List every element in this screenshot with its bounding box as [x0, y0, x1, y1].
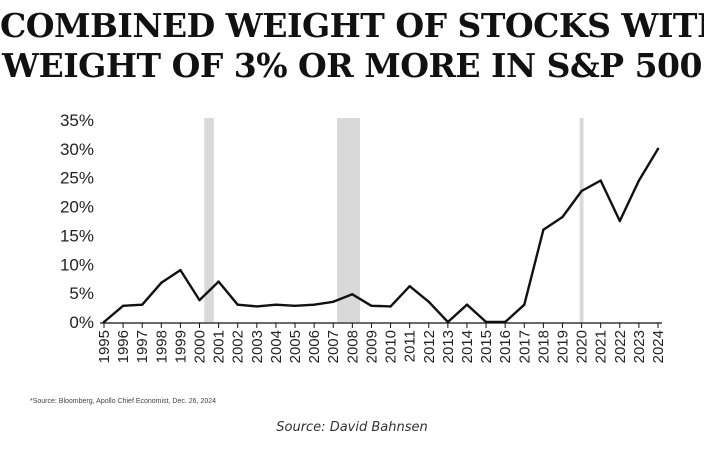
shaded-band-1 — [337, 118, 360, 322]
data-point-2009 — [370, 304, 373, 308]
y-tick-label-7: 35% — [60, 111, 94, 130]
data-point-2012 — [427, 300, 430, 303]
data-point-2003 — [255, 305, 259, 308]
series-line — [102, 147, 660, 324]
recession-shading — [204, 118, 584, 322]
data-point-2019 — [561, 215, 564, 219]
y-tick-label-1: 5% — [69, 284, 94, 303]
shaded-band-0 — [204, 118, 214, 322]
data-point-2024 — [656, 147, 660, 151]
data-point-2022 — [618, 219, 621, 223]
x-tick-label-2024: 2024 — [650, 330, 667, 363]
data-point-2010 — [389, 305, 392, 308]
x-tick-label-2010: 2010 — [383, 330, 400, 363]
data-point-2016 — [503, 320, 507, 324]
source-note: *Source: Bloomberg, Apollo Chief Economi… — [30, 398, 216, 405]
chart-title-line-1: COMBINED WEIGHT OF STOCKS WITH — [0, 6, 704, 45]
data-point-1999 — [179, 268, 182, 272]
data-point-2023 — [637, 179, 641, 182]
x-tick-label-2006: 2006 — [306, 330, 323, 363]
chart-title: COMBINED WEIGHT OF STOCKS WITH WEIGHT OF… — [0, 6, 704, 86]
x-tick-label-2022: 2022 — [612, 330, 629, 363]
x-tick-label-1997: 1997 — [134, 330, 151, 363]
image-caption: Source: David Bahnsen — [276, 420, 428, 435]
x-tick-label-2007: 2007 — [325, 330, 342, 363]
y-tick-label-0: 0% — [69, 313, 94, 332]
data-point-2020 — [580, 189, 583, 193]
x-tick-label-2020: 2020 — [574, 330, 591, 363]
y-tick-label-3: 15% — [60, 226, 94, 245]
x-tick-label-2015: 2015 — [478, 330, 495, 363]
x-tick-label-2017: 2017 — [516, 330, 533, 363]
x-tick-label-2019: 2019 — [554, 330, 571, 363]
x-tick-label-2013: 2013 — [440, 330, 457, 363]
x-tick-label-1998: 1998 — [153, 330, 170, 363]
y-axis: 0% 5% 10% 15% 20% 25% 30% 35% — [60, 111, 94, 332]
x-axis — [100, 322, 662, 328]
data-point-2011 — [408, 285, 411, 288]
data-point-2008 — [351, 293, 354, 296]
x-tick-label-1996: 1996 — [115, 330, 132, 363]
data-point-2013 — [446, 320, 450, 324]
data-point-1996 — [121, 304, 125, 308]
chart-title-line-2: WEIGHT OF 3% OR MORE IN S&P 500 — [2, 46, 702, 85]
x-tick-label-2016: 2016 — [497, 330, 514, 363]
x-tick-label-2003: 2003 — [249, 330, 266, 363]
data-point-2004 — [274, 303, 278, 306]
x-tick-label-2002: 2002 — [230, 330, 247, 363]
x-tick-label-2009: 2009 — [363, 330, 380, 363]
data-point-1997 — [141, 303, 144, 306]
data-point-2017 — [523, 303, 526, 306]
x-tick-label-2014: 2014 — [459, 330, 476, 363]
x-tick-label-2005: 2005 — [287, 330, 304, 363]
series-line-group — [102, 147, 660, 324]
data-point-1998 — [160, 281, 163, 284]
x-tick-labels: 1995 1996 1997 1998 1999 2000 2001 2002 2003 2004… — [96, 330, 667, 363]
data-point-2001 — [217, 280, 220, 283]
data-point-2021 — [599, 179, 602, 182]
y-tick-label-2: 10% — [60, 255, 94, 274]
shaded-band-2 — [579, 118, 584, 322]
data-point-2006 — [312, 303, 316, 306]
y-tick-label-5: 25% — [60, 169, 94, 188]
data-point-2002 — [236, 303, 239, 306]
x-tick-label-2001: 2001 — [211, 330, 228, 363]
x-tick-label-1999: 1999 — [172, 330, 189, 363]
x-tick-label-1995: 1995 — [96, 330, 113, 363]
data-point-2005 — [293, 304, 297, 308]
data-point-2007 — [332, 300, 335, 303]
data-point-1995 — [102, 320, 106, 324]
x-tick-label-2000: 2000 — [192, 330, 209, 363]
x-tick-label-2023: 2023 — [631, 330, 648, 363]
x-tick-label-2011: 2011 — [402, 330, 419, 362]
x-tick-label-2012: 2012 — [421, 330, 438, 363]
data-point-2018 — [542, 228, 545, 231]
x-tick-label-2004: 2004 — [268, 330, 285, 363]
x-tick-label-2018: 2018 — [535, 330, 552, 363]
data-point-2014 — [465, 303, 469, 306]
data-point-2015 — [484, 320, 488, 324]
data-point-2000 — [198, 298, 201, 302]
y-tick-label-6: 30% — [60, 140, 94, 159]
y-tick-label-4: 20% — [60, 198, 94, 217]
x-tick-label-2008: 2008 — [344, 330, 361, 363]
x-tick-label-2021: 2021 — [593, 330, 610, 363]
